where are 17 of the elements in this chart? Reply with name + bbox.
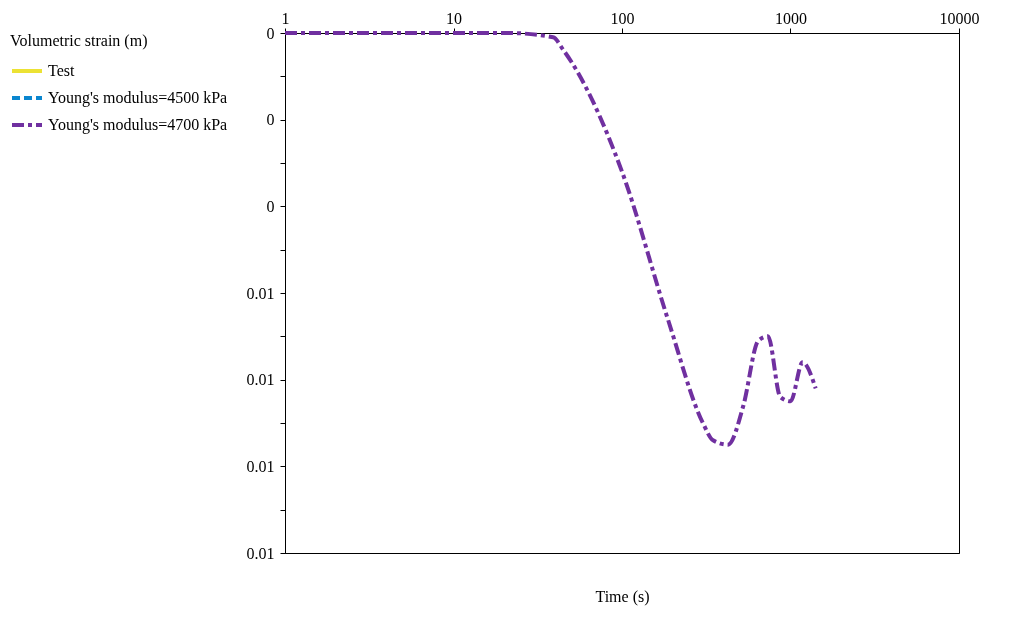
y-tick-label: 0 xyxy=(266,24,275,42)
legend-label: Young's modulus=4700 kPa xyxy=(48,116,228,134)
y-tick-label: 0.01 xyxy=(246,544,275,562)
legend-title: Volumetric strain (m) xyxy=(10,32,148,50)
legend-label: Test xyxy=(48,62,75,79)
y-tick-label: 0.01 xyxy=(246,457,275,475)
x-tick-label: 10 xyxy=(446,9,462,27)
y-tick-label: 0.01 xyxy=(246,371,275,389)
x-tick-label: 1 xyxy=(281,9,290,27)
y-tick-label: 0 xyxy=(266,111,275,129)
y-tick-label: 0 xyxy=(266,197,275,215)
x-axis-title: Time (s) xyxy=(595,587,650,606)
x-tick-label: 100 xyxy=(610,9,635,27)
x-tick-label: 10000 xyxy=(939,9,980,27)
y-tick-label: 0.01 xyxy=(246,284,275,302)
legend-label: Young's modulus=4500 kPa xyxy=(48,89,228,107)
x-tick-label: 1000 xyxy=(775,9,807,27)
